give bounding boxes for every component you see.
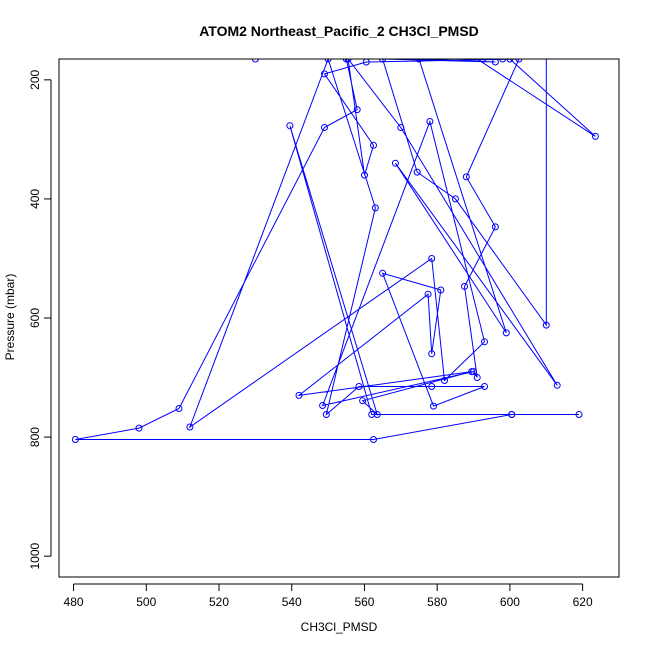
data-point: [462, 173, 470, 181]
x-tick-label: 560: [354, 595, 374, 609]
data-point: [324, 59, 332, 63]
data-point: [424, 290, 432, 298]
data-point: [543, 17, 549, 23]
data-point: [397, 124, 405, 131]
data-point: [362, 59, 370, 66]
data-point: [322, 411, 330, 418]
data-point: [321, 70, 328, 78]
data-point: [415, 59, 423, 63]
data-point: [251, 59, 259, 63]
data-point: [359, 397, 367, 405]
data-point: [379, 269, 387, 277]
data-point: [591, 132, 599, 140]
data-point: [286, 122, 294, 130]
data-point: [371, 204, 379, 212]
data-point: [461, 282, 468, 290]
x-axis-label: CH3Cl_PMSD: [301, 620, 378, 634]
data-point: [344, 59, 352, 63]
y-tick-label: 600: [28, 308, 42, 328]
data-point: [479, 59, 487, 63]
data-point: [491, 59, 499, 66]
data-point: [370, 141, 377, 149]
data-point: [430, 402, 437, 410]
series-line: [75, 59, 596, 440]
series-layer: [75, 59, 596, 440]
data-point: [499, 59, 507, 63]
y-axis: 200 400 600 800 1000: [28, 70, 52, 570]
data-point: [355, 383, 363, 390]
data-point: [441, 377, 448, 384]
data-point: [353, 106, 361, 114]
x-tick-label: 540: [282, 595, 302, 609]
data-point: [473, 374, 481, 381]
data-point: [428, 383, 436, 390]
data-point: [175, 405, 183, 412]
points-layer: [71, 17, 599, 443]
data-point: [481, 383, 488, 390]
y-tick-label: 1000: [28, 542, 42, 569]
data-point: [553, 381, 561, 389]
y-tick-label: 400: [28, 189, 42, 209]
data-point: [451, 195, 459, 203]
x-tick-label: 600: [500, 595, 520, 609]
data-point: [470, 368, 477, 376]
data-point: [135, 424, 143, 432]
data-point: [373, 411, 381, 418]
data-point: [506, 59, 514, 63]
data-point: [491, 223, 499, 231]
chart-title: ATOM2 Northeast_Pacific_2 CH3Cl_PMSD: [199, 23, 479, 39]
data-point: [370, 436, 377, 443]
data-point: [71, 436, 79, 443]
data-point: [295, 391, 303, 399]
data-point: [319, 402, 327, 409]
data-point: [186, 423, 194, 431]
data-point: [379, 59, 387, 63]
x-tick-label: 500: [136, 595, 156, 609]
data-point: [428, 350, 436, 358]
y-tick-label: 200: [28, 70, 42, 90]
data-point: [391, 159, 399, 167]
y-tick-label: 800: [28, 427, 42, 447]
data-point: [481, 338, 488, 346]
data-point: [515, 59, 523, 63]
x-tick-label: 620: [573, 595, 593, 609]
data-point: [542, 321, 550, 329]
data-point: [575, 411, 583, 418]
plot-area: [58, 58, 620, 578]
data-point: [426, 118, 434, 125]
x-tick-label: 580: [427, 595, 447, 609]
y-axis-label: Pressure (mbar): [3, 274, 17, 361]
data-point: [428, 255, 436, 262]
data-point: [321, 124, 328, 131]
data-point: [361, 171, 368, 179]
data-point: [502, 329, 510, 337]
x-axis: 480 500 520 540 560 580 600 620: [64, 583, 593, 609]
data-point: [508, 411, 516, 418]
data-point: [437, 286, 445, 294]
data-point: [413, 168, 421, 176]
x-tick-label: 520: [209, 595, 229, 609]
x-tick-label: 480: [64, 595, 84, 609]
